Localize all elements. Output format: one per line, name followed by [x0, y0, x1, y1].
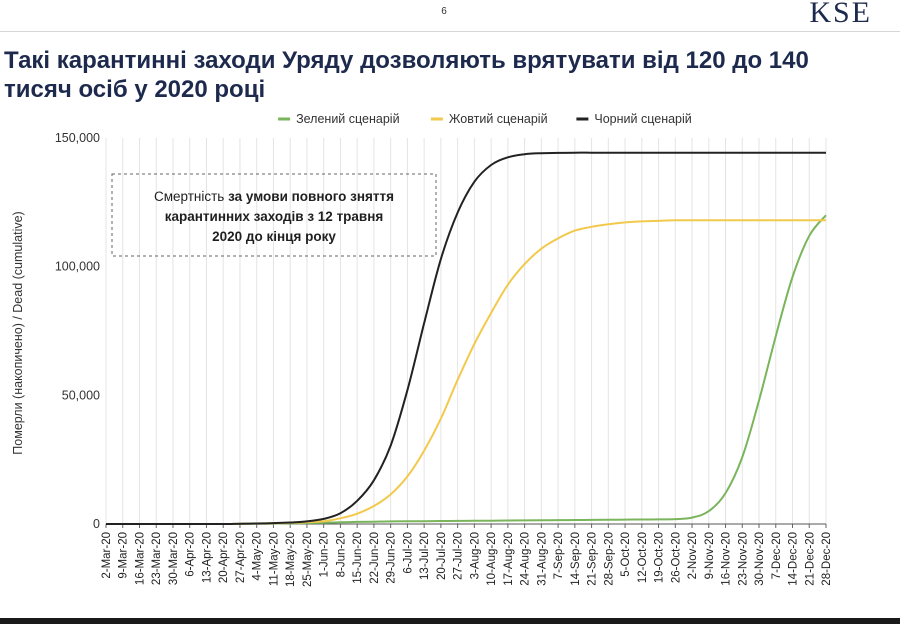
x-tick-label: 26-Oct-20 — [670, 532, 682, 583]
annotation-prefix: Смертність — [154, 189, 228, 204]
series-line-yellow — [106, 219, 826, 525]
x-tick-label: 19-Oct-20 — [654, 532, 666, 583]
x-tick-label: 25-May-20 — [302, 532, 314, 587]
legend-label-green: Зелений сценарій — [296, 112, 399, 126]
x-tick-label: 31-Aug-20 — [536, 532, 548, 586]
annotation-bold-text: за умови повного зняття — [228, 189, 394, 204]
annotation-line-3: 2020 до кінця року — [212, 229, 336, 244]
x-tick-label: 17-Aug-20 — [503, 532, 515, 586]
x-tick-label: 5-Oct-20 — [620, 532, 632, 577]
page-number: 6 — [441, 6, 447, 17]
x-tick-label: 13-Jul-20 — [419, 532, 431, 580]
series-layer — [106, 151, 827, 525]
y-axis-title: Померли (накопичено) / Dead (cumulative) — [11, 211, 25, 454]
x-tick-label: 7-Sep-20 — [553, 532, 565, 579]
x-tick-label: 6-Apr-20 — [185, 532, 197, 577]
slide-title: Такі карантинні заходи Уряду дозволяють … — [4, 46, 864, 104]
x-tick-label: 27-Jul-20 — [453, 532, 465, 580]
footer-bar — [0, 618, 900, 624]
annotation-line-2: карантинних заходів з 12 травня — [165, 209, 384, 224]
slide-title-line-2: тисяч осіб у 2020 році — [4, 76, 266, 103]
grid-layer — [105, 138, 827, 524]
legend-label-yellow: Жовтий сценарій — [449, 112, 548, 126]
x-tick-label: 28-Sep-20 — [603, 532, 615, 586]
x-tick-label: 9-Mar-20 — [118, 532, 130, 579]
x-tick-label: 20-Jul-20 — [436, 532, 448, 580]
annotation-line-1: Смертність за умови повного зняття — [154, 189, 394, 204]
x-tick-label: 11-May-20 — [268, 532, 280, 586]
x-tick-label: 29-Jun-20 — [386, 532, 398, 584]
x-tick-label: 3-Aug-20 — [469, 532, 481, 579]
y-tick-label: 50,000 — [62, 388, 100, 402]
x-tick-label: 2-Mar-20 — [101, 532, 113, 579]
x-tick-label: 6-Jul-20 — [402, 532, 414, 574]
x-tick-label: 30-Mar-20 — [168, 532, 180, 585]
x-tick-label: 23-Nov-20 — [737, 532, 749, 586]
x-tick-label: 22-Jun-20 — [369, 532, 381, 584]
x-tick-label: 20-Apr-20 — [218, 532, 230, 583]
x-tick-label: 16-Mar-20 — [134, 532, 146, 585]
x-tick-label: 21-Dec-20 — [804, 532, 816, 586]
x-tick-label: 7-Dec-20 — [771, 532, 783, 579]
axis-layer: 2-Mar-20 9-Mar-20 16-Mar-20 23-Mar-20 30-Mar… — [55, 131, 833, 587]
legend: Зелений сценарій Жовтий сценарій Чорний сц… — [278, 112, 692, 126]
scenario-annotation: Смертність за умови повного зняття каран… — [111, 173, 437, 257]
x-tick-label: 8-Jun-20 — [335, 532, 347, 577]
x-tick-label: 15-Jun-20 — [352, 532, 364, 584]
x-tick-label: 12-Oct-20 — [637, 532, 649, 583]
legend-label-black: Чорний сценарій — [594, 112, 691, 126]
x-tick-label: 14-Sep-20 — [570, 532, 582, 586]
series-line-green — [106, 214, 827, 525]
x-tick-label: 14-Dec-20 — [788, 532, 800, 586]
y-tick-label: 100,000 — [55, 260, 100, 274]
x-tick-label: 23-Mar-20 — [151, 532, 163, 585]
y-tick-label: 0 — [93, 517, 100, 531]
y-tick-label: 150,000 — [55, 131, 100, 145]
x-tick-label: 2-Nov-20 — [687, 532, 699, 579]
x-tick-label: 27-Apr-20 — [235, 532, 247, 583]
kse-logo: KSE — [809, 0, 872, 29]
x-tick-label: 1-Jun-20 — [319, 532, 331, 577]
x-tick-label: 13-Apr-20 — [201, 532, 213, 583]
x-tick-label: 16-Nov-20 — [721, 532, 733, 586]
x-tick-label: 30-Nov-20 — [754, 532, 766, 586]
series-line-black — [106, 151, 826, 525]
x-tick-label: 10-Aug-20 — [486, 532, 498, 586]
x-tick-label: 4-May-20 — [252, 532, 264, 581]
slide-title-line-1: Такі карантинні заходи Уряду дозволяють … — [4, 47, 809, 74]
header-divider — [0, 31, 900, 32]
x-tick-label: 24-Aug-20 — [520, 532, 532, 586]
x-tick-label: 18-May-20 — [285, 532, 297, 587]
x-tick-label: 9-Nov-20 — [704, 532, 716, 579]
x-tick-label: 21-Sep-20 — [587, 532, 599, 586]
annotation-box — [111, 173, 437, 257]
x-tick-label: 28-Dec-20 — [821, 532, 833, 586]
